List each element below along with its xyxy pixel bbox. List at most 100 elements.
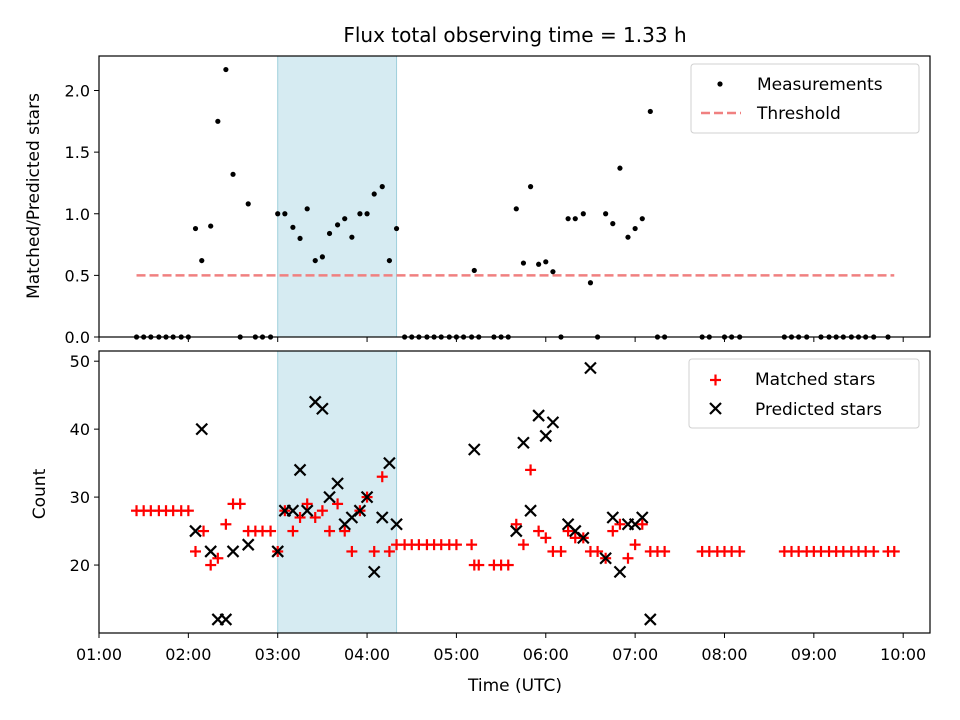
measurement-point [208, 223, 214, 229]
measurement-point [471, 267, 477, 274]
x-tick-label: 06:00 [523, 645, 569, 664]
matched-star-point [517, 539, 529, 551]
measurement-point [245, 201, 251, 207]
matched-star-point [466, 539, 478, 551]
predicted-star-point [532, 409, 545, 422]
measurement-point [632, 225, 638, 232]
predicted-star-point [331, 477, 344, 490]
measurement-point [617, 165, 623, 171]
predicted-star-point [286, 504, 300, 517]
measurement-point [639, 216, 645, 222]
measurement-point [625, 234, 631, 240]
predicted-star-point [546, 416, 560, 429]
measurement-point [371, 191, 377, 197]
x-tick-label: 04:00 [344, 645, 390, 664]
x-tick-label: 05:00 [433, 645, 479, 664]
predicted-star-point [599, 551, 612, 565]
predicted-star-point [510, 524, 523, 538]
measurement-point [223, 66, 229, 73]
bottom-shaded-span [277, 350, 398, 634]
predicted-star-point [316, 402, 329, 416]
x-tick-label: 01:00 [76, 645, 122, 664]
matched-star-point [287, 525, 299, 537]
y-tick-label: 1.5 [65, 143, 90, 162]
matched-star-point [888, 545, 900, 557]
measurement-point [199, 257, 205, 264]
matched-star-point [220, 518, 232, 530]
measurement-point [342, 216, 348, 222]
matched-star-point [265, 525, 277, 537]
matched-star-point [592, 545, 604, 557]
measurement-point [543, 259, 549, 265]
measurement-point [334, 222, 341, 228]
x-tick-label: 07:00 [612, 645, 658, 664]
measurement-point [379, 184, 385, 190]
measurement-point [520, 260, 527, 266]
measurement-point [386, 257, 393, 264]
predicted-star-point [323, 490, 336, 504]
matched-star-point [294, 511, 306, 523]
matched-star-point [562, 525, 574, 537]
top-axes-frame [98, 55, 931, 338]
matched-star-point [622, 552, 634, 564]
matched-star-point [525, 464, 537, 476]
measurement-point [393, 225, 400, 232]
matched-star-point [450, 539, 462, 551]
predicted-star-point [241, 538, 255, 551]
matched-star-point [368, 545, 380, 557]
measurement-point [192, 225, 199, 232]
measurement-point [326, 230, 333, 237]
predicted-star-point [189, 524, 202, 538]
y-tick-label: 2.0 [65, 82, 90, 101]
matched-star-point [383, 545, 395, 557]
legend-measurements-label: Measurements [757, 75, 883, 95]
measurement-point [297, 235, 303, 242]
top-shaded-span [277, 55, 398, 338]
measurement-point [275, 211, 281, 217]
top-panel: 0.00.51.01.52.0 Matched/Predicted stars … [24, 55, 931, 347]
y-tick-label: 40 [70, 420, 90, 439]
measurement-point [536, 261, 542, 267]
measurement-point [312, 257, 318, 264]
matched-star-point [614, 518, 626, 530]
bottom-y-axis-label: Count [30, 468, 50, 519]
top-y-ticks: 0.0 0.5 1.0 1.5 2.0 [65, 82, 99, 347]
predicted-star-point [644, 613, 657, 626]
matched-star-point [339, 525, 351, 537]
measurement-point [527, 184, 534, 190]
bottom-predicted-layer [189, 361, 657, 626]
predicted-star-point [271, 545, 284, 558]
top-legend: Measurements Threshold [690, 63, 920, 134]
legend-predicted-marker [709, 402, 722, 415]
matched-star-point [182, 505, 194, 517]
predicted-star-point [635, 511, 649, 524]
x-tick-label: 09:00 [791, 645, 837, 664]
predicted-star-point [204, 545, 217, 558]
matched-star-point [309, 511, 321, 523]
matched-star-point [473, 559, 485, 571]
matched-star-point [234, 498, 246, 510]
measurement-point [610, 221, 616, 227]
measurement-point [587, 280, 594, 286]
bottom-y-ticks: 20 30 40 50 [70, 352, 99, 575]
matched-star-point [212, 552, 224, 564]
measurement-point [230, 171, 236, 177]
matched-star-point [868, 545, 880, 557]
matched-star-point [332, 498, 344, 510]
measurement-point [550, 269, 556, 275]
y-tick-label: 1.0 [65, 205, 90, 224]
predicted-star-point [375, 511, 389, 524]
predicted-star-point [293, 463, 307, 477]
measurement-point [364, 211, 370, 217]
bottom-axes-frame [98, 350, 931, 634]
predicted-star-point [367, 565, 381, 579]
matched-star-point [607, 525, 619, 537]
predicted-star-point [577, 531, 590, 545]
measurement-point [290, 224, 296, 230]
matched-star-point [659, 545, 671, 557]
bottom-legend: Matched stars Predicted stars [688, 358, 920, 429]
matched-star-point [190, 545, 202, 557]
measurement-point [572, 216, 578, 222]
matched-star-point [629, 539, 641, 551]
